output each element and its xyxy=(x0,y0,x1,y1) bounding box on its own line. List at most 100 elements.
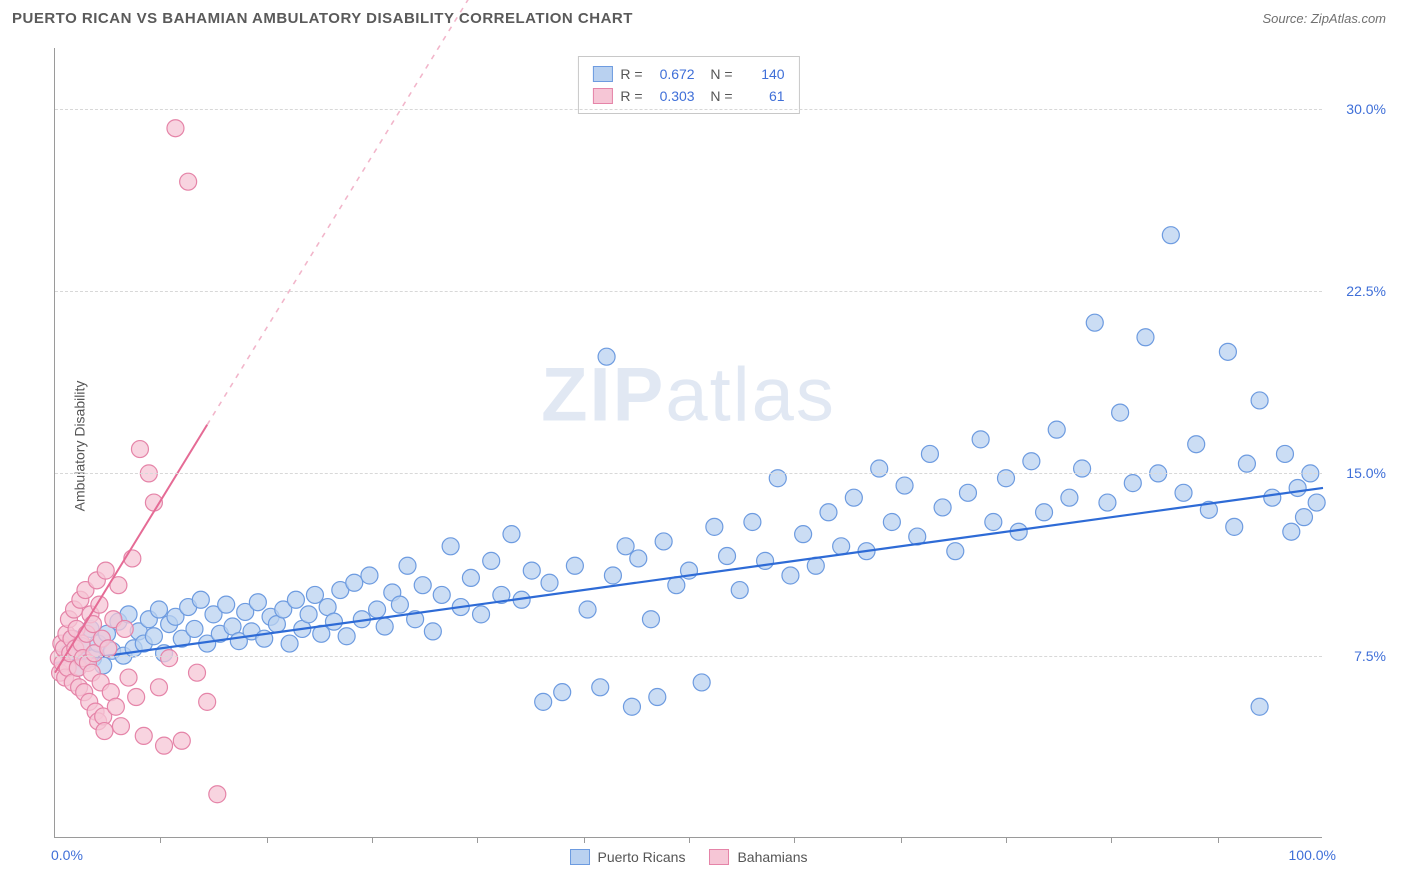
data-point xyxy=(1308,494,1325,511)
data-point xyxy=(959,484,976,501)
x-tick xyxy=(584,837,585,843)
data-point xyxy=(541,574,558,591)
data-point xyxy=(107,698,124,715)
data-point xyxy=(180,173,197,190)
data-point xyxy=(985,514,1002,531)
legend-swatch xyxy=(709,849,729,865)
gridline xyxy=(55,473,1322,474)
trend-line-dashed xyxy=(207,0,511,425)
data-point xyxy=(399,557,416,574)
data-point xyxy=(135,727,152,744)
data-point xyxy=(192,591,209,608)
x-axis-max-label: 100.0% xyxy=(1289,847,1336,863)
data-point xyxy=(1048,421,1065,438)
data-point xyxy=(1124,475,1141,492)
data-point xyxy=(642,611,659,628)
data-point xyxy=(1238,455,1255,472)
legend-swatch xyxy=(592,88,612,104)
data-point xyxy=(566,557,583,574)
data-point xyxy=(1289,479,1306,496)
data-point xyxy=(604,567,621,584)
data-point xyxy=(706,518,723,535)
gridline xyxy=(55,109,1322,110)
x-tick xyxy=(1111,837,1112,843)
legend-series-name: Puerto Ricans xyxy=(598,849,686,865)
data-point xyxy=(124,550,141,567)
data-point xyxy=(346,574,363,591)
chart-plot-area: ZIPatlas R =0.672 N =140R =0.303 N =61 0… xyxy=(54,48,1322,838)
data-point xyxy=(150,679,167,696)
data-point xyxy=(424,623,441,640)
data-point xyxy=(972,431,989,448)
data-point xyxy=(116,620,133,637)
x-tick xyxy=(794,837,795,843)
scatter-svg xyxy=(55,48,1322,837)
data-point xyxy=(731,582,748,599)
data-point xyxy=(947,543,964,560)
data-point xyxy=(795,526,812,543)
legend-r-value: 0.303 xyxy=(651,85,695,107)
legend-n-label: N = xyxy=(703,85,733,107)
data-point xyxy=(820,504,837,521)
data-point xyxy=(433,586,450,603)
data-point xyxy=(85,616,102,633)
data-point xyxy=(128,689,145,706)
data-point xyxy=(617,538,634,555)
data-point xyxy=(156,737,173,754)
data-point xyxy=(896,477,913,494)
data-point xyxy=(1251,698,1268,715)
data-point xyxy=(1086,314,1103,331)
data-point xyxy=(131,441,148,458)
x-tick xyxy=(901,837,902,843)
data-point xyxy=(325,613,342,630)
x-tick xyxy=(1006,837,1007,843)
chart-title: PUERTO RICAN VS BAHAMIAN AMBULATORY DISA… xyxy=(12,10,633,27)
legend-row: R =0.303 N =61 xyxy=(592,85,784,107)
data-point xyxy=(100,640,117,657)
data-point xyxy=(97,562,114,579)
trend-line xyxy=(55,488,1323,663)
data-point xyxy=(598,348,615,365)
y-tick-label: 30.0% xyxy=(1346,101,1386,117)
data-point xyxy=(369,601,386,618)
data-point xyxy=(998,470,1015,487)
data-point xyxy=(623,698,640,715)
data-point xyxy=(150,601,167,618)
x-tick xyxy=(160,837,161,843)
data-point xyxy=(782,567,799,584)
data-point xyxy=(414,577,431,594)
data-point xyxy=(668,577,685,594)
x-tick xyxy=(477,837,478,843)
data-point xyxy=(96,723,113,740)
gridline xyxy=(55,291,1322,292)
gridline xyxy=(55,656,1322,657)
x-axis-min-label: 0.0% xyxy=(51,847,83,863)
data-point xyxy=(921,445,938,462)
data-point xyxy=(1061,489,1078,506)
correlation-legend: R =0.672 N =140R =0.303 N =61 xyxy=(577,56,799,114)
data-point xyxy=(173,732,190,749)
data-point xyxy=(391,596,408,613)
data-point xyxy=(306,586,323,603)
data-point xyxy=(579,601,596,618)
legend-r-label: R = xyxy=(620,63,642,85)
data-point xyxy=(693,674,710,691)
data-point xyxy=(1023,453,1040,470)
legend-swatch xyxy=(570,849,590,865)
y-tick-label: 22.5% xyxy=(1346,283,1386,299)
data-point xyxy=(199,693,216,710)
legend-item: Puerto Ricans xyxy=(570,849,686,865)
data-point xyxy=(1112,404,1129,421)
data-point xyxy=(523,562,540,579)
x-tick xyxy=(689,837,690,843)
data-point xyxy=(1226,518,1243,535)
data-point xyxy=(287,591,304,608)
legend-series-name: Bahamians xyxy=(737,849,807,865)
data-point xyxy=(769,470,786,487)
data-point xyxy=(1074,460,1091,477)
data-point xyxy=(442,538,459,555)
data-point xyxy=(1264,489,1281,506)
x-tick xyxy=(372,837,373,843)
legend-row: R =0.672 N =140 xyxy=(592,63,784,85)
data-point xyxy=(1162,227,1179,244)
